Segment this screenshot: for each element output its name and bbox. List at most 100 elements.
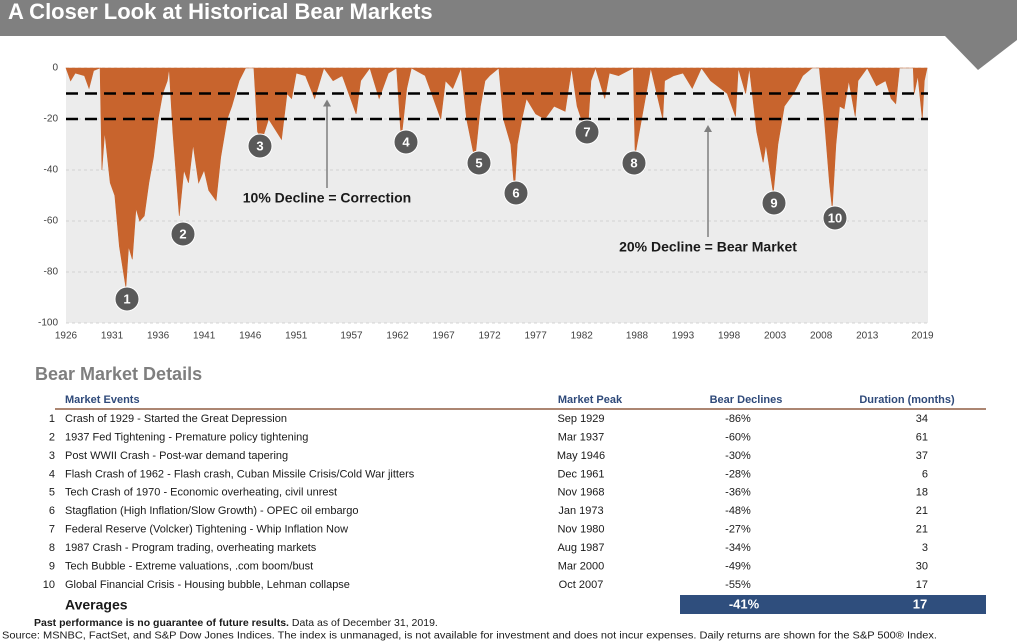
- table-cell: May 1946: [557, 450, 605, 462]
- x-tick-label: 2008: [810, 331, 833, 342]
- event-marker-label: 2: [179, 226, 186, 241]
- table-cell: Aug 1987: [557, 542, 604, 554]
- event-marker: [114, 286, 140, 312]
- table-cell: Jan 1973: [558, 505, 603, 517]
- event-marker: [574, 119, 600, 145]
- x-tick-label: 1936: [147, 331, 170, 342]
- table-cell: Post WWII Crash - Post-war demand taperi…: [65, 450, 288, 462]
- x-tick-label: 1988: [626, 331, 649, 342]
- table-cell: Flash Crash of 1962 - Flash crash, Cuban…: [65, 468, 415, 480]
- y-tick-label: -80: [44, 267, 59, 278]
- x-tick-label: 1957: [340, 331, 363, 342]
- table-cell: 3: [49, 450, 55, 462]
- table-cell: -55%: [725, 579, 751, 591]
- table-cell: 34: [916, 413, 928, 425]
- event-marker-label: 7: [583, 124, 590, 139]
- table-cell: Stagflation (High Inflation/Slow Growth)…: [65, 505, 358, 517]
- x-tick-label: 1993: [672, 331, 695, 342]
- table-cell: -30%: [725, 450, 751, 462]
- x-tick-label: 2013: [856, 331, 879, 342]
- averages-label: Averages: [65, 597, 128, 613]
- table-cell: 1: [49, 413, 55, 425]
- event-marker: [247, 133, 273, 159]
- x-tick-label: 2003: [764, 331, 787, 342]
- table-cell: Federal Reserve (Volcker) Tightening - W…: [65, 524, 348, 536]
- arrow-head: [323, 99, 331, 107]
- x-tick-label: 1967: [432, 331, 455, 342]
- table-cell: 1937 Fed Tightening - Premature policy t…: [65, 431, 308, 443]
- table-cell: 9: [49, 561, 55, 573]
- table-cell: 18: [916, 487, 928, 499]
- table-cell: Global Financial Crisis - Housing bubble…: [65, 579, 350, 591]
- x-tick-label: 1931: [101, 331, 124, 342]
- table-cell: -86%: [725, 413, 751, 425]
- table-cell: 10: [43, 579, 55, 591]
- column-header: Market Events: [65, 394, 140, 406]
- table-cell: 61: [916, 431, 928, 443]
- table-cell: Dec 1961: [557, 468, 604, 480]
- table-title: Bear Market Details: [35, 364, 202, 384]
- table-cell: Mar 1937: [558, 431, 604, 443]
- event-marker-label: 8: [630, 155, 637, 170]
- table-cell: Mar 2000: [558, 561, 604, 573]
- y-tick-label: 0: [52, 63, 58, 74]
- averages-box: [680, 595, 986, 614]
- event-marker: [822, 205, 848, 231]
- data-note: Data as of December 31, 2019.: [292, 617, 438, 629]
- table-cell: -27%: [725, 524, 751, 536]
- drawdown-area: [65, 67, 928, 288]
- table-cell: -48%: [725, 505, 751, 517]
- event-marker: [393, 129, 419, 155]
- table-cell: -28%: [725, 468, 751, 480]
- y-tick-label: -40: [44, 165, 59, 176]
- table-cell: -36%: [725, 487, 751, 499]
- table-cell: 6: [922, 468, 928, 480]
- table-cell: 4: [49, 468, 55, 480]
- x-tick-label: 1926: [55, 331, 78, 342]
- event-marker: [621, 150, 647, 176]
- table: Market Events Market Peak Bear Declines Dur…: [43, 394, 955, 613]
- table-cell: 1987 Crash - Program trading, overheatin…: [65, 542, 317, 554]
- table-cell: -60%: [725, 431, 751, 443]
- table-cell: Crash of 1929 - Started the Great Depres…: [65, 413, 287, 425]
- event-marker-label: 4: [402, 134, 410, 149]
- table-cell: Nov 1980: [557, 524, 604, 536]
- x-tick-label: 1962: [386, 331, 409, 342]
- table-cell: 3: [922, 542, 928, 554]
- event-marker-label: 10: [828, 210, 842, 225]
- table-cell: 30: [916, 561, 928, 573]
- event-marker: [466, 150, 492, 176]
- table-cell: 2: [49, 431, 55, 443]
- event-marker-label: 3: [256, 138, 263, 153]
- averages-decline: -41%: [729, 596, 760, 611]
- table-cell: -49%: [725, 561, 751, 573]
- title-bar: [0, 0, 1017, 36]
- event-marker-label: 5: [475, 155, 482, 170]
- x-tick-label: 1946: [239, 331, 262, 342]
- event-marker-label: 6: [512, 185, 519, 200]
- source-note: Source: MSNBC, FactSet, and S&P Dow Jone…: [2, 631, 937, 642]
- event-marker-label: 1: [123, 291, 130, 306]
- table-cell: Oct 2007: [559, 579, 604, 591]
- y-tick-label: -100: [38, 318, 58, 329]
- column-header: Market Peak: [558, 394, 623, 406]
- page-title: A Closer Look at Historical Bear Markets: [8, 0, 433, 24]
- x-tick-label: 1977: [525, 331, 548, 342]
- arrow-head: [704, 125, 712, 132]
- x-tick-label: 1951: [285, 331, 308, 342]
- x-tick-label: 1972: [479, 331, 502, 342]
- table-cell: 5: [49, 487, 55, 499]
- event-marker: [761, 190, 787, 216]
- table-cell: 17: [916, 579, 928, 591]
- column-header: Duration (months): [859, 394, 955, 406]
- event-marker: [170, 221, 196, 247]
- x-tick-label: 1998: [718, 331, 741, 342]
- table-cell: 21: [916, 524, 928, 536]
- disclaimer: Past performance is no guarantee of futu…: [34, 617, 289, 629]
- averages-duration: 17: [913, 596, 927, 611]
- table-cell: 37: [916, 450, 928, 462]
- footer-note: Past performance is no guarantee of futu…: [34, 617, 438, 629]
- event-marker: [503, 180, 529, 206]
